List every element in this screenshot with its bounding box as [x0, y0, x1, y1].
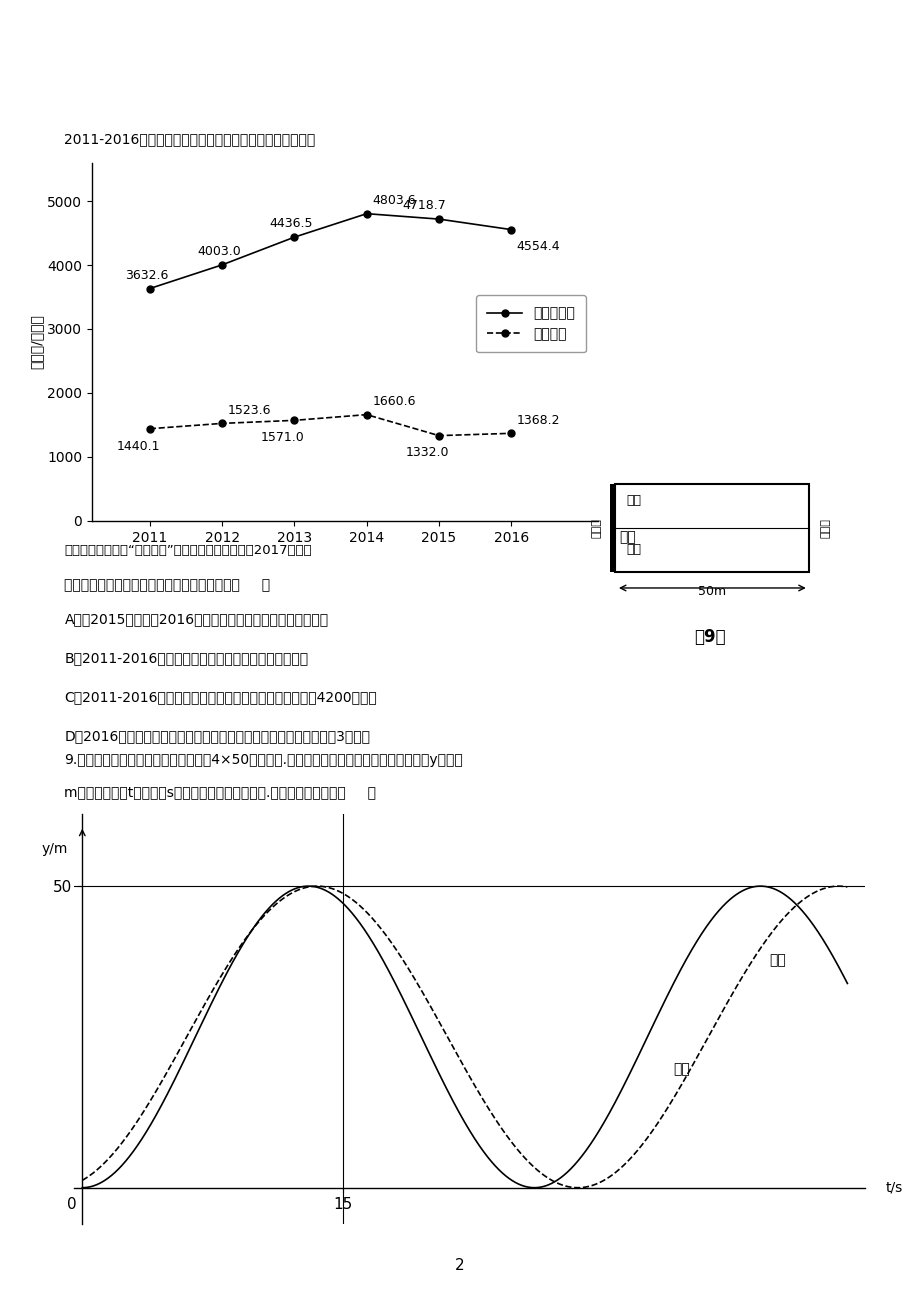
- Bar: [609, 484, 616, 572]
- 东南亚地区: [433, 211, 444, 227]
- Text: 1332.0: 1332.0: [405, 447, 448, 460]
- Text: 小林: 小林: [673, 1062, 689, 1075]
- 东欧地区: [505, 426, 516, 441]
- Text: 1440.1: 1440.1: [117, 440, 160, 453]
- Line: 东欧地区: 东欧地区: [146, 411, 514, 439]
- Text: m）与跑步时间t（单位：s）的对应关系如下图所示.下列叙述正确的是（     ）: m）与跑步时间t（单位：s）的对应关系如下图所示.下列叙述正确的是（ ）: [64, 785, 376, 799]
- 东南亚地区: [289, 229, 300, 245]
- Text: 0: 0: [67, 1197, 77, 1212]
- Text: 1660.6: 1660.6: [372, 395, 415, 408]
- Legend: 东南亚地区, 东欧地区: 东南亚地区, 东欧地区: [475, 296, 585, 353]
- Text: （以上数据摘自《“一带一路”贸易合作大数据报告（2017）》）: （以上数据摘自《“一带一路”贸易合作大数据报告（2017）》）: [64, 544, 312, 557]
- 东欧地区: [289, 413, 300, 428]
- Text: 1523.6: 1523.6: [227, 404, 271, 417]
- Text: B．2011-2016年，我国与东南亚地区的贸易额逐年增长: B．2011-2016年，我国与东南亚地区的贸易额逐年增长: [64, 651, 308, 665]
- Text: 2: 2: [455, 1258, 464, 1273]
- Text: 50m: 50m: [698, 585, 725, 598]
- Text: 起跑线: 起跑线: [591, 518, 600, 538]
- Text: 小苏: 小苏: [626, 493, 641, 506]
- 东欧地区: [361, 406, 372, 422]
- Line: 东南亚地区: 东南亚地区: [146, 210, 514, 292]
- Text: 根据统计图提供的信息，下列推理不合理的是（     ）: 根据统计图提供的信息，下列推理不合理的是（ ）: [64, 578, 270, 592]
- Text: 4718.7: 4718.7: [403, 199, 446, 212]
- 东南亚地区: [144, 281, 155, 297]
- Bar: [615, 484, 808, 572]
- Text: D．2016年我国与东南亚地区的贸易额比我国与东欧地区的贸易额的3倍还多: D．2016年我国与东南亚地区的贸易额比我国与东欧地区的贸易额的3倍还多: [64, 729, 370, 743]
- Text: 4803.6: 4803.6: [372, 194, 415, 207]
- Text: 小苏: 小苏: [768, 953, 785, 967]
- Text: 4003.0: 4003.0: [197, 245, 241, 258]
- Text: 折返处: 折返处: [820, 518, 829, 538]
- 东欧地区: [433, 428, 444, 444]
- Text: 第9题: 第9题: [694, 628, 725, 646]
- Text: 2011-2016年我国与东南亚地区和东欧地区的贸易额统计图: 2011-2016年我国与东南亚地区和东欧地区的贸易额统计图: [64, 132, 315, 146]
- Text: 小林: 小林: [626, 543, 641, 556]
- Text: 1368.2: 1368.2: [516, 414, 560, 427]
- Text: A．与2015年相比，2016年我国与东欧地区的贸易额有所增长: A．与2015年相比，2016年我国与东欧地区的贸易额有所增长: [64, 612, 328, 626]
- Text: y/m: y/m: [42, 842, 68, 855]
- 东南亚地区: [505, 221, 516, 237]
- Text: 4554.4: 4554.4: [516, 241, 560, 254]
- Y-axis label: 贸易额/亿美元: 贸易额/亿美元: [29, 314, 43, 370]
- Text: t/s: t/s: [885, 1181, 902, 1195]
- 东欧地区: [144, 421, 155, 436]
- Text: 1571.0: 1571.0: [261, 431, 304, 444]
- Text: 4436.5: 4436.5: [269, 217, 312, 230]
- 东欧地区: [216, 415, 227, 431]
- Text: 3632.6: 3632.6: [125, 268, 168, 281]
- Text: 年份: 年份: [619, 530, 636, 544]
- 东南亚地区: [361, 206, 372, 221]
- Text: 9.小苏和小林在右图所示的跑道上进行4×50米折返跑.在整个过程中，跑步者距起跑线的距离y（单位: 9.小苏和小林在右图所示的跑道上进行4×50米折返跑.在整个过程中，跑步者距起跑…: [64, 753, 462, 767]
- Text: C．2011-2016年，我国与东南亚地区的贸易额的平均値超4200亿美元: C．2011-2016年，我国与东南亚地区的贸易额的平均値超4200亿美元: [64, 690, 377, 704]
- 东南亚地区: [216, 256, 227, 272]
